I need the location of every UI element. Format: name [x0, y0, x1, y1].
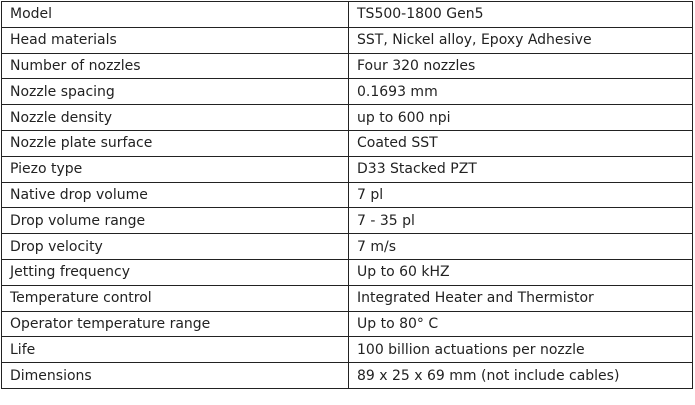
spec-value: Up to 60 kHZ	[348, 258, 693, 286]
spec-label: Temperature control	[1, 284, 349, 312]
spec-label: Operator temperature range	[1, 310, 349, 338]
table-row: Life 100 billion actuations per nozzle	[1, 336, 693, 364]
spec-label: Nozzle density	[1, 104, 349, 131]
spec-label: Drop volume range	[1, 207, 349, 235]
spec-label: Dimensions	[1, 362, 349, 389]
spec-value: Up to 80° C	[348, 310, 693, 338]
table-row: Number of nozzles Four 320 nozzles	[1, 52, 693, 80]
table-row: Dimensions 89 x 25 x 69 mm (not include c…	[1, 362, 693, 389]
spec-value: 100 billion actuations per nozzle	[348, 336, 693, 364]
spec-label: Piezo type	[1, 155, 349, 183]
spec-value: Integrated Heater and Thermistor	[348, 284, 693, 312]
spec-value: 7 m/s	[348, 233, 693, 260]
spec-value: 7 pl	[348, 181, 693, 209]
spec-label: Nozzle plate surface	[1, 129, 349, 157]
table-row: Jetting frequency Up to 60 kHZ	[1, 258, 693, 286]
table-row: Nozzle spacing 0.1693 mm	[1, 78, 693, 106]
spec-value: D33 Stacked PZT	[348, 155, 693, 183]
spec-value: 0.1693 mm	[348, 78, 693, 106]
table-row: Drop volume range 7 - 35 pl	[1, 207, 693, 235]
spec-label: Number of nozzles	[1, 52, 349, 80]
spec-label: Nozzle spacing	[1, 78, 349, 106]
table-row: Drop velocity 7 m/s	[1, 233, 693, 260]
specifications-table: Model TS500-1800 Gen5 Head materials SST, N…	[1, 1, 693, 389]
spec-label: Native drop volume	[1, 181, 349, 209]
table-row: Model TS500-1800 Gen5	[1, 1, 693, 28]
table-row: Head materials SST, Nickel alloy, Epoxy A…	[1, 26, 693, 54]
spec-value: Four 320 nozzles	[348, 52, 693, 80]
table-row: Operator temperature range Up to 80° C	[1, 310, 693, 338]
table-row: Nozzle plate surface Coated SST	[1, 129, 693, 157]
spec-value: 89 x 25 x 69 mm (not include cables)	[348, 362, 693, 389]
spec-value: Coated SST	[348, 129, 693, 157]
table-row: Temperature control Integrated Heater and…	[1, 284, 693, 312]
table-body: Model TS500-1800 Gen5 Head materials SST, N…	[1, 1, 693, 389]
spec-value: 7 - 35 pl	[348, 207, 693, 235]
spec-label: Drop velocity	[1, 233, 349, 260]
spec-value: SST, Nickel alloy, Epoxy Adhesive	[348, 26, 693, 54]
spec-label: Jetting frequency	[1, 258, 349, 286]
spec-value: TS500-1800 Gen5	[348, 1, 693, 28]
spec-label: Model	[1, 1, 349, 28]
table-row: Nozzle density up to 600 npi	[1, 104, 693, 131]
spec-value: up to 600 npi	[348, 104, 693, 131]
spec-label: Head materials	[1, 26, 349, 54]
table-row: Native drop volume 7 pl	[1, 181, 693, 209]
table-row: Piezo type D33 Stacked PZT	[1, 155, 693, 183]
spec-label: Life	[1, 336, 349, 364]
